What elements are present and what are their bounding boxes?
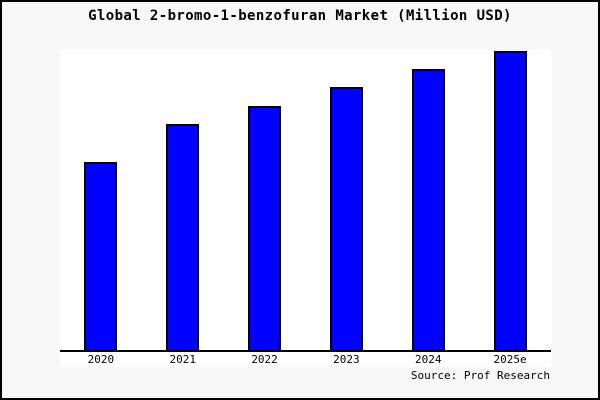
x-tick-label-2025e: 2025e (493, 353, 527, 366)
bar-2022 (248, 105, 282, 350)
bar-2020 (84, 161, 118, 350)
bar-slot-2022 (224, 50, 306, 350)
bars-area (60, 50, 551, 350)
x-axis-labels: 2020 2021 2022 2023 2024 2025e (60, 353, 551, 366)
source-note: Source: Prof Research (410, 369, 550, 382)
x-tick-label-2024: 2024 (414, 353, 442, 366)
chart-title: Global 2-bromo-1-benzofuran Market (Mill… (88, 8, 512, 24)
bar-2025e (493, 50, 527, 350)
plot-background (60, 50, 551, 367)
bar-slot-2020 (60, 50, 142, 350)
bar-slot-2021 (142, 50, 224, 350)
bar-slot-2024 (387, 50, 469, 350)
bar-slot-2023 (305, 50, 387, 350)
bar-2023 (329, 86, 363, 350)
bar-2024 (411, 68, 445, 350)
x-tick-label-2020: 2020 (87, 353, 115, 366)
x-axis-line (60, 350, 551, 352)
bar-slot-2025e (469, 50, 551, 350)
bar-2021 (166, 124, 200, 350)
x-tick-label-2021: 2021 (169, 353, 196, 366)
x-tick-label-2022: 2022 (251, 353, 278, 366)
x-tick-label-2023: 2023 (333, 353, 360, 366)
